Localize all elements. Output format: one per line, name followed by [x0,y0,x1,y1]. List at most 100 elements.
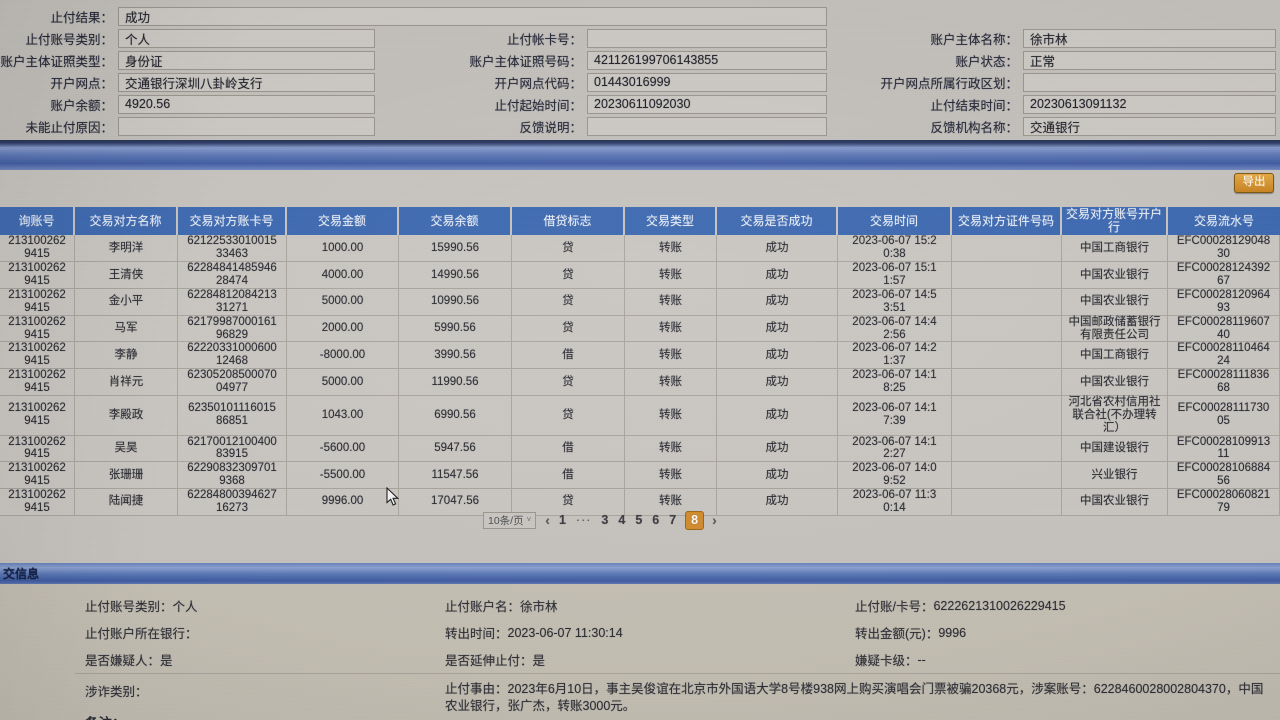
table-cell: 2023-06-07 14:1 8:25 [838,369,952,396]
table-cell: EFC00028060821 79 [1168,489,1280,516]
table-row[interactable]: 213100262 9415 陆闻捷 62284800394627 16273 999… [0,489,1280,516]
stop-payment-result-form: 止付结果： 成功 止付账号类别： 个人 账户主体证照类型： 身份证 开户网点： 交通银行深圳… [0,0,1280,140]
prev-page-button[interactable]: ‹ [545,512,550,528]
column-header: 交易对方证件号码 [952,207,1062,236]
table-cell: 贷 [512,369,625,396]
table-cell [952,395,1062,436]
field-value[interactable] [1023,72,1276,92]
column-header: 交易类型 [625,207,717,236]
table-cell: 金小平 [75,288,178,316]
bottom-form-rows: 止付账号类别： 个人 止付账户名： 徐市林 止付账/卡号： 622262131002622… [0,584,1280,673]
table-cell: 4000.00 [287,262,399,289]
table-cell: 陆闻捷 [75,489,178,516]
table-row[interactable]: 213100262 9415 李殿政 62350101116015 86851 104… [0,395,1280,436]
column-header: 交易是否成功 [717,207,838,236]
table-cell [952,235,1062,263]
field-value[interactable]: 成功 [118,6,827,26]
table-row[interactable]: 213100262 9415 吴昊 62170012100400 83915 -560… [0,435,1280,463]
field-value[interactable]: 交通银行深圳八卦岭支行 [118,72,375,92]
table-cell: 转账 [625,435,717,463]
table-cell: 213100262 9415 [0,288,75,316]
table-cell: 2023-06-07 14:1 2:27 [838,435,952,463]
table-header-row: 询账号 交易对方名称 交易对方账卡号 交易金额 交易余额 借贷标志 交易类型 交易是否成功 交易… [0,207,1280,236]
table-cell: EFC00028110464 24 [1168,342,1280,370]
table-cell: 借 [512,462,625,489]
table-row[interactable]: 213100262 9415 李明洋 62122533010015 33463 100… [0,235,1280,263]
section-title: 交信息 [3,567,40,581]
table-cell: -5500.00 [287,462,399,489]
info-field: 止付账/卡号： 6222621310026229415 [855,592,1066,619]
info-field: 转出时间： 2023-06-07 11:30:14 [445,619,623,646]
table-cell: 62220331000600 12468 [178,342,287,370]
table-cell: 中国工商银行 [1062,235,1168,263]
field-value[interactable] [587,116,827,136]
export-button[interactable]: 导出 [1234,173,1274,193]
table-cell: 62350101116015 86851 [178,395,287,436]
page-button[interactable]: 6 [652,513,660,527]
page-button[interactable]: 3 [601,513,609,527]
page-button[interactable]: 4 [618,513,626,527]
field-value[interactable]: 徐市林 [1023,28,1276,48]
field-value[interactable]: 20230611092030 [587,94,827,114]
table-cell: 成功 [717,462,838,489]
table-row[interactable]: 213100262 9415 金小平 62284812084213 31271 500… [0,288,1280,316]
table-cell: 1000.00 [287,235,399,263]
table-row[interactable]: 213100262 9415 张珊珊 62290832309701 9368 -550… [0,462,1280,489]
table-row[interactable]: 213100262 9415 王清侠 62284841485946 28474 400… [0,262,1280,289]
table-row[interactable]: 213100262 9415 李静 62220331000600 12468 -800… [0,342,1280,370]
table-cell: 转账 [625,395,717,436]
field-label: 嫌疑卡级： [855,654,918,668]
table-cell: 10990.56 [399,288,512,316]
column-header: 交易时间 [838,207,952,236]
table-row[interactable]: 213100262 9415 马军 62179987000161 96829 2000… [0,315,1280,343]
top-form-col-mid: 止付帐卡号： 账户主体证照号码： 421126199706143855 开户网点代码：… [375,27,827,137]
field-value[interactable]: 身份证 [118,50,375,70]
table-cell: 成功 [717,262,838,289]
field-value[interactable] [118,116,375,136]
field-label: 止付结果： [50,10,113,25]
table-cell: 王清侠 [75,262,178,289]
page-button[interactable]: 1 [558,513,566,527]
field-value[interactable]: 交通银行 [1023,116,1276,136]
table-cell [952,262,1062,289]
table-cell: 2023-06-07 14:0 9:52 [838,462,952,489]
field-value[interactable]: 正常 [1023,50,1276,70]
table-cell: 贷 [512,489,625,516]
field-value[interactable]: 01443016999 [587,72,827,92]
table-cell [952,315,1062,343]
table-cell: 转账 [625,315,717,343]
page-button[interactable]: 8 [686,511,704,529]
table-cell: 2023-06-07 14:4 2:56 [838,315,952,343]
table-body: 213100262 9415 李明洋 62122533010015 33463 100… [0,235,1280,516]
page-button[interactable]: 5 [635,513,643,527]
table-cell: 转账 [625,462,717,489]
table-cell: 213100262 9415 [0,235,75,263]
field-label: 反馈机构名称： [930,120,1018,135]
table-cell: 62179987000161 96829 [178,315,287,343]
table-cell: 转账 [625,369,717,396]
column-header: 交易对方账卡号 [178,207,287,236]
field-label: 止付账号类别： [25,32,113,47]
table-cell: 成功 [717,235,838,263]
page-button[interactable]: 7 [669,513,677,527]
next-page-button[interactable]: › [712,512,717,528]
field-value[interactable] [587,28,827,48]
field-value[interactable]: 421126199706143855 [587,50,827,70]
table-cell: EFC00028120964 93 [1168,288,1280,316]
table-cell [952,342,1062,370]
field-value[interactable]: 4920.56 [118,94,375,114]
top-form-col-right: 账户主体名称： 徐市林 账户状态： 正常 开户网点所属行政区划： 止付结束时间： 20230… [827,27,1278,137]
table-cell: 借 [512,342,625,370]
field-value[interactable]: 20230613091132 [1023,94,1276,114]
info-field: 止付账号类别： 个人 [85,592,198,619]
table-cell: 3990.56 [399,342,512,370]
field-value[interactable]: 个人 [118,28,375,48]
table-row[interactable]: 213100262 9415 肖祥元 62305208500070 04977 500… [0,369,1280,396]
form-field: 止付账号类别： 个人 [0,27,375,49]
table-cell: EFC00028106884 56 [1168,462,1280,489]
field-label: 账户状态： [955,54,1018,69]
table-cell: 成功 [717,288,838,316]
page-size-select[interactable]: 10条/页 ˅ [483,511,537,529]
info-field: 是否嫌疑人：是 [85,646,173,673]
table-cell: -8000.00 [287,342,399,370]
